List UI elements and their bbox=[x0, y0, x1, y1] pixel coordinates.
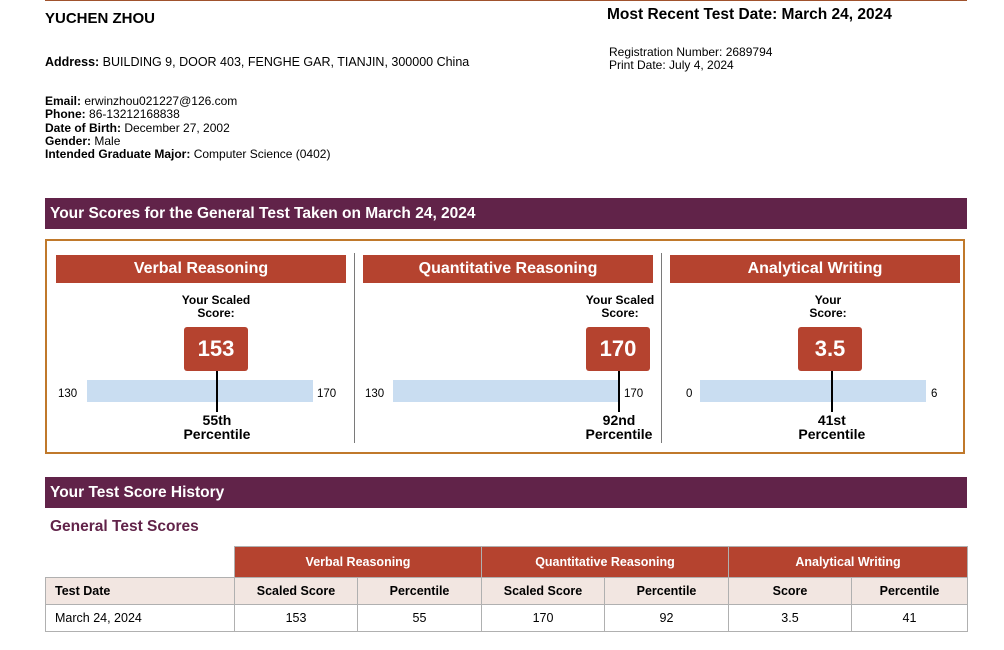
column-header: Score bbox=[728, 577, 852, 605]
writing-header: Analytical Writing bbox=[670, 255, 960, 283]
gender-line: Gender: Male bbox=[45, 133, 330, 148]
most-recent-test-date: Most Recent Test Date: March 24, 2024 bbox=[607, 6, 892, 23]
gender-value: Male bbox=[94, 133, 121, 148]
verbal-score-box: 153 bbox=[184, 327, 248, 371]
gender-label: Gender: bbox=[45, 133, 92, 148]
column-header: Scaled Score bbox=[234, 577, 358, 605]
general-test-scores-title: General Test Scores bbox=[50, 518, 199, 535]
quant-score-marker bbox=[618, 371, 620, 412]
caption-line: Score: bbox=[601, 306, 639, 320]
caption-line: Your Scaled bbox=[181, 293, 251, 307]
quant-scale-max: 170 bbox=[624, 388, 644, 400]
percentile-word: Percentile bbox=[585, 426, 653, 442]
verbal-scale-min: 130 bbox=[58, 388, 78, 400]
column-header: Percentile bbox=[851, 577, 968, 605]
group-header: Verbal Reasoning bbox=[234, 546, 482, 578]
phone-line: Phone: 86-13212168838 bbox=[45, 108, 330, 121]
percentile-value: 92nd bbox=[602, 412, 636, 428]
section-divider bbox=[354, 253, 355, 443]
verbal-scale-max: 170 bbox=[317, 388, 337, 400]
caption-line: Score: bbox=[197, 306, 235, 320]
writing-score-box: 3.5 bbox=[798, 327, 862, 371]
phone-label: Phone: bbox=[45, 107, 86, 122]
percentile-word: Percentile bbox=[183, 426, 251, 442]
quant-score-box: 170 bbox=[586, 327, 650, 371]
email-line: Email: erwinzhou021227@126.com bbox=[45, 94, 330, 108]
quant-header: Quantitative Reasoning bbox=[363, 255, 653, 283]
verbal-header: Verbal Reasoning bbox=[56, 255, 346, 283]
history-section-title: Your Test Score History bbox=[50, 484, 225, 501]
writing-score-caption: Your Score: bbox=[783, 294, 873, 320]
column-header: Scaled Score bbox=[481, 577, 605, 605]
writing-scale-max: 6 bbox=[931, 388, 938, 400]
group-header: Analytical Writing bbox=[728, 546, 968, 578]
column-header: Test Date bbox=[45, 577, 235, 605]
quant-scale-bar bbox=[393, 380, 619, 402]
caption-line: Your Scaled bbox=[585, 293, 655, 307]
history-section-title-band: Your Test Score History bbox=[45, 477, 967, 508]
table-cell: 41 bbox=[851, 604, 968, 632]
percentile-word: Percentile bbox=[798, 426, 866, 442]
scores-section-title-band: Your Scores for the General Test Taken o… bbox=[45, 198, 967, 229]
score-history-table: Verbal Reasoning Quantitative Reasoning … bbox=[45, 546, 968, 632]
major-value: Computer Science (0402) bbox=[193, 147, 331, 162]
table-cell: 3.5 bbox=[728, 604, 852, 632]
column-header: Percentile bbox=[357, 577, 482, 605]
section-divider bbox=[661, 253, 662, 443]
top-divider bbox=[45, 0, 967, 1]
quant-percentile: 92nd Percentile bbox=[564, 413, 674, 441]
candidate-name: YUCHEN ZHOU bbox=[45, 10, 156, 27]
quant-scale-min: 130 bbox=[365, 388, 385, 400]
address-value: BUILDING 9, DOOR 403, FENGHE GAR, TIANJI… bbox=[102, 55, 470, 69]
writing-percentile: 41st Percentile bbox=[777, 413, 887, 441]
registration-number: Registration Number: 2689794 bbox=[609, 45, 773, 59]
table-column-header-row: Test Date Scaled Score Percentile Scaled… bbox=[45, 577, 968, 605]
table-cell: 55 bbox=[357, 604, 482, 632]
registration-block: Registration Number: 2689794 Print Date:… bbox=[609, 46, 772, 72]
group-header: Quantitative Reasoning bbox=[481, 546, 729, 578]
verbal-score-caption: Your Scaled Score: bbox=[171, 294, 261, 320]
address-label: Address: bbox=[45, 55, 100, 69]
scores-section-title: Your Scores for the General Test Taken o… bbox=[50, 205, 476, 222]
verbal-score-marker bbox=[215, 371, 218, 412]
writing-scale-bar bbox=[700, 380, 926, 402]
table-row: March 24, 2024 153 55 170 92 3.5 41 bbox=[45, 604, 968, 632]
caption-line: Score: bbox=[809, 306, 847, 320]
table-cell: March 24, 2024 bbox=[45, 604, 235, 632]
writing-score-marker bbox=[830, 371, 833, 412]
address-line: Address: BUILDING 9, DOOR 403, FENGHE GA… bbox=[45, 55, 469, 69]
dob-value: December 27, 2002 bbox=[124, 120, 230, 135]
personal-info: Email: erwinzhou021227@126.com Phone: 86… bbox=[45, 94, 330, 161]
percentile-value: 41st bbox=[817, 412, 846, 428]
print-date: Print Date: July 4, 2024 bbox=[609, 58, 734, 72]
caption-line: Your bbox=[814, 293, 842, 307]
quant-score-caption: Your Scaled Score: bbox=[575, 294, 665, 320]
table-group-header-row: Verbal Reasoning Quantitative Reasoning … bbox=[45, 546, 968, 578]
email-label: Email: bbox=[45, 94, 82, 108]
verbal-scale-bar bbox=[87, 380, 313, 402]
dob-label: Date of Birth: bbox=[45, 120, 121, 135]
table-cell: 92 bbox=[604, 604, 729, 632]
major-label: Intended Graduate Major: bbox=[45, 147, 191, 162]
percentile-value: 55th bbox=[202, 412, 232, 428]
dob-line: Date of Birth: December 27, 2002 bbox=[45, 120, 330, 135]
table-cell: 170 bbox=[481, 604, 605, 632]
scores-panel: Verbal Reasoning Your Scaled Score: 153 … bbox=[45, 239, 965, 454]
writing-scale-min: 0 bbox=[686, 388, 693, 400]
email-value: erwinzhou021227@126.com bbox=[84, 94, 238, 108]
phone-value: 86-13212168838 bbox=[89, 107, 180, 122]
empty-corner-cell bbox=[45, 546, 235, 578]
major-line: Intended Graduate Major: Computer Scienc… bbox=[45, 148, 330, 161]
verbal-percentile: 55th Percentile bbox=[162, 413, 272, 441]
table-cell: 153 bbox=[234, 604, 358, 632]
column-header: Percentile bbox=[604, 577, 729, 605]
